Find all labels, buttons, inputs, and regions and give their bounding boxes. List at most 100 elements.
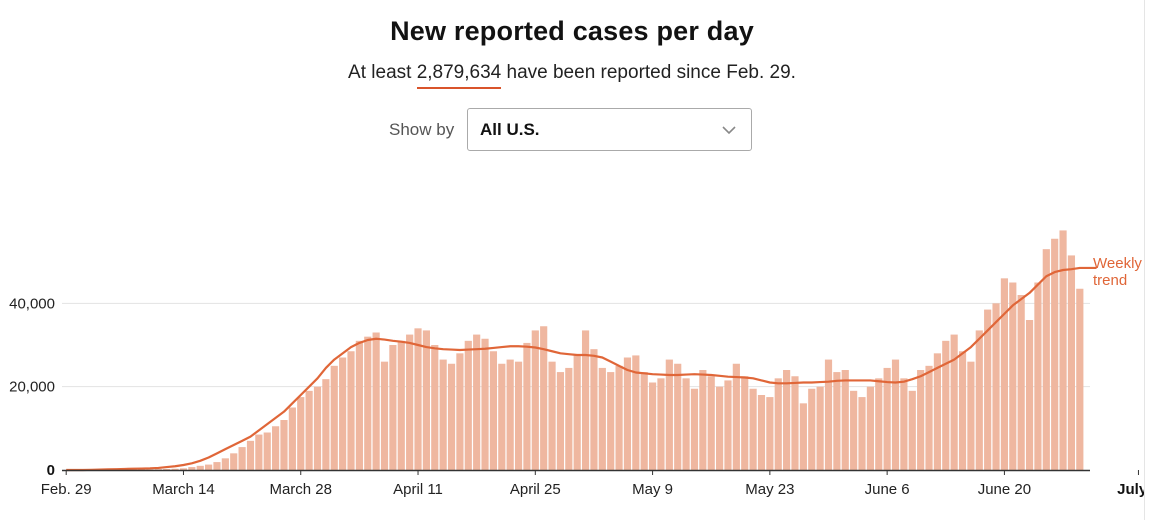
daily-case-bar — [665, 359, 673, 470]
daily-case-bar — [531, 330, 539, 470]
daily-case-bar — [716, 386, 724, 470]
daily-case-bar — [514, 361, 523, 470]
daily-case-bar — [1034, 282, 1042, 470]
daily-case-bar — [422, 330, 430, 470]
daily-case-bar — [590, 349, 598, 470]
daily-case-bar — [305, 390, 313, 470]
daily-case-bar — [875, 378, 883, 470]
daily-case-bar — [347, 351, 355, 470]
daily-case-bar — [967, 361, 975, 470]
daily-case-bar — [992, 303, 1000, 470]
daily-case-bar — [196, 465, 204, 470]
daily-case-bar — [280, 420, 288, 470]
daily-case-bar — [623, 357, 632, 470]
show-by-label: Show by — [389, 120, 455, 139]
daily-case-bar — [908, 390, 916, 470]
region-select-value: All U.S. — [480, 120, 540, 139]
daily-case-bar — [414, 328, 422, 470]
daily-case-bar — [179, 468, 188, 470]
daily-case-bar — [682, 378, 690, 470]
daily-case-bar — [221, 458, 229, 470]
daily-case-bar — [523, 342, 531, 470]
daily-case-bar — [406, 334, 414, 470]
daily-case-bar — [313, 386, 322, 470]
daily-case-bar — [431, 345, 439, 470]
daily-case-bar — [548, 361, 556, 470]
daily-case-bar — [540, 326, 548, 470]
daily-case-bar — [674, 363, 682, 470]
x-tick-label: June 6 — [865, 481, 910, 498]
x-tick-label: May 23 — [745, 481, 794, 498]
weekly-trend-line — [66, 266, 1097, 472]
trend-layer — [66, 266, 1097, 472]
daily-case-bar — [766, 397, 774, 470]
daily-case-bar — [1000, 278, 1009, 470]
daily-case-bar — [330, 365, 338, 470]
daily-case-bar — [581, 330, 590, 470]
daily-case-bar — [615, 365, 623, 470]
daily-case-bar — [355, 340, 363, 470]
daily-case-bar — [380, 361, 389, 470]
daily-case-bar — [1017, 295, 1025, 470]
daily-case-bar — [774, 378, 782, 470]
daily-case-bar — [489, 351, 498, 470]
x-tick-label: June 20 — [978, 481, 1031, 498]
trend-annotation-line2: trend — [1093, 272, 1127, 289]
trend-annotation-line1: Weekly — [1093, 255, 1142, 272]
daily-case-bar — [372, 332, 380, 470]
x-tick-label: March 28 — [269, 481, 332, 498]
daily-case-bar — [364, 336, 372, 470]
daily-case-bar — [263, 432, 271, 470]
daily-case-bar — [808, 388, 816, 470]
daily-case-bar — [154, 469, 162, 470]
daily-case-bar — [1025, 320, 1034, 470]
daily-case-bar — [891, 359, 900, 470]
daily-case-bar — [1051, 238, 1059, 470]
daily-case-bar — [933, 353, 941, 470]
divider — [1144, 0, 1145, 520]
daily-case-bar — [272, 426, 280, 470]
daily-case-bar — [657, 378, 665, 470]
bar-layer — [79, 230, 1084, 470]
daily-case-bar — [171, 468, 179, 470]
daily-case-bar — [858, 397, 866, 470]
daily-case-bar — [506, 359, 514, 470]
daily-case-bar — [439, 359, 447, 470]
y-tick-label: 40,000 — [9, 295, 55, 312]
daily-case-bar — [1076, 288, 1084, 470]
page-title: New reported cases per day — [390, 16, 754, 46]
daily-case-bar — [741, 376, 749, 470]
daily-case-bar — [799, 403, 807, 470]
daily-case-bar — [648, 382, 657, 470]
x-tick-label: May 9 — [632, 481, 673, 498]
daily-case-bar — [707, 376, 715, 470]
daily-case-bar — [942, 340, 950, 470]
daily-case-bar — [816, 386, 824, 470]
total-cases: 2,879,634 — [416, 62, 502, 89]
daily-case-bar — [556, 372, 565, 470]
subtitle-suffix: have been reported since Feb. 29. — [501, 62, 796, 83]
x-tick-label: Feb. 29 — [41, 481, 92, 498]
region-select[interactable]: All U.S. — [467, 108, 752, 151]
daily-case-bar — [866, 386, 874, 470]
daily-case-bar — [640, 372, 648, 470]
x-tick-label: July 6 — [1117, 481, 1144, 498]
daily-case-bar — [724, 380, 732, 470]
daily-case-bar — [205, 464, 213, 470]
daily-case-bar — [975, 330, 983, 470]
daily-case-bar — [498, 363, 506, 470]
daily-case-bar — [230, 453, 238, 470]
daily-case-bar — [146, 469, 154, 470]
daily-case-bar — [958, 351, 967, 470]
daily-case-bar — [565, 367, 573, 470]
daily-case-bar — [481, 338, 489, 470]
daily-case-bar — [791, 376, 799, 470]
x-tick-label: April 11 — [393, 481, 443, 498]
daily-case-bar — [699, 370, 707, 470]
daily-case-bar — [841, 370, 849, 470]
daily-case-bar — [397, 340, 405, 470]
daily-case-bar — [238, 447, 246, 470]
daily-case-bar — [690, 388, 699, 470]
x-tick-label: April 25 — [510, 481, 561, 498]
